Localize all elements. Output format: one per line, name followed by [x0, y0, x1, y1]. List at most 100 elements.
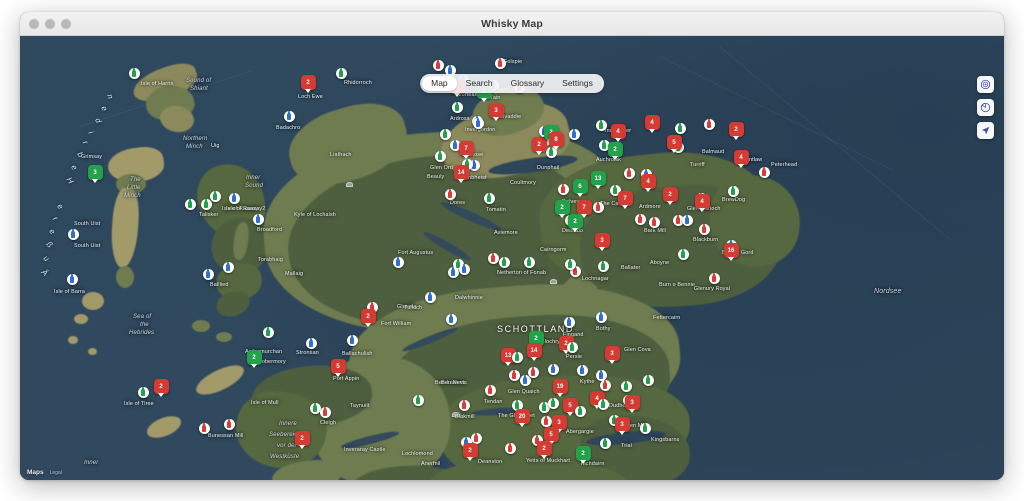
distillery-marker[interactable]: [547, 363, 559, 375]
close-button[interactable]: [29, 18, 39, 29]
distillery-marker[interactable]: [727, 185, 739, 197]
zoom-button[interactable]: [61, 18, 71, 29]
distillery-cluster-marker[interactable]: 2: [300, 75, 316, 93]
distillery-marker[interactable]: [432, 59, 444, 71]
distillery-cluster-marker[interactable]: 2: [153, 379, 169, 397]
distillery-marker[interactable]: [563, 316, 575, 328]
distillery-marker[interactable]: [508, 369, 520, 381]
distillery-cluster-marker[interactable]: 2: [360, 309, 376, 327]
distillery-marker[interactable]: [592, 201, 604, 213]
distillery-marker[interactable]: [599, 379, 611, 391]
distillery-marker[interactable]: [597, 398, 609, 410]
compass-3d-button[interactable]: [977, 99, 994, 116]
distillery-marker[interactable]: [547, 397, 559, 409]
distillery-marker[interactable]: [200, 198, 212, 210]
distillery-marker[interactable]: [461, 158, 473, 170]
view-segmented-control[interactable]: Map Search Glossary Settings: [420, 74, 604, 93]
map-canvas[interactable]: n e d i r b e H e r e ß u Ä Sound of Shia…: [20, 36, 1004, 480]
distillery-cluster-marker[interactable]: 6: [572, 179, 588, 197]
distillery-marker[interactable]: [366, 301, 378, 313]
distillery-cluster-marker[interactable]: 14: [526, 343, 542, 361]
distillery-marker[interactable]: [698, 223, 710, 235]
distillery-marker[interactable]: [758, 166, 770, 178]
distillery-marker[interactable]: [470, 432, 482, 444]
distillery-marker[interactable]: [198, 422, 210, 434]
distillery-cluster-marker[interactable]: 3: [604, 346, 620, 364]
distillery-cluster-marker[interactable]: 2: [662, 187, 678, 205]
window-traffic-lights[interactable]: [29, 18, 71, 29]
distillery-marker[interactable]: [609, 184, 621, 196]
distillery-marker[interactable]: [434, 150, 446, 162]
distillery-marker[interactable]: [451, 101, 463, 113]
distillery-marker[interactable]: [708, 272, 720, 284]
distillery-marker[interactable]: [608, 414, 620, 426]
distillery-marker[interactable]: [484, 384, 496, 396]
distillery-marker[interactable]: [597, 260, 609, 272]
distillery-cluster-marker[interactable]: 3: [551, 415, 567, 433]
distillery-cluster-marker[interactable]: 4: [640, 174, 656, 192]
distillery-marker[interactable]: [252, 213, 264, 225]
distillery-marker[interactable]: [458, 263, 470, 275]
distillery-marker[interactable]: [309, 402, 321, 414]
distillery-cluster-marker[interactable]: 8: [548, 132, 564, 150]
distillery-marker[interactable]: [511, 399, 523, 411]
distillery-marker[interactable]: [642, 374, 654, 386]
distillery-marker[interactable]: [568, 128, 580, 140]
distillery-marker[interactable]: [576, 364, 588, 376]
distillery-marker[interactable]: [128, 67, 140, 79]
distillery-marker[interactable]: [681, 214, 693, 226]
distillery-marker[interactable]: [639, 422, 651, 434]
distillery-cluster-marker[interactable]: 16: [723, 243, 739, 261]
tab-map[interactable]: Map: [422, 76, 457, 91]
distillery-marker[interactable]: [460, 436, 472, 448]
distillery-cluster-marker[interactable]: 5: [562, 398, 578, 416]
distillery-cluster-marker[interactable]: 3: [87, 165, 103, 183]
distillery-marker[interactable]: [319, 406, 331, 418]
distillery-marker[interactable]: [595, 311, 607, 323]
distillery-cluster-marker[interactable]: 4: [733, 150, 749, 168]
distillery-cluster-marker[interactable]: 3: [614, 417, 630, 435]
distillery-marker[interactable]: [444, 64, 456, 76]
distillery-cluster-marker[interactable]: 4: [644, 115, 660, 133]
distillery-marker[interactable]: [262, 326, 274, 338]
distillery-marker[interactable]: [674, 122, 686, 134]
distillery-marker[interactable]: [447, 266, 459, 278]
distillery-cluster-marker[interactable]: 2: [607, 142, 623, 160]
distillery-marker[interactable]: [540, 415, 552, 427]
distillery-marker[interactable]: [557, 183, 569, 195]
distillery-cluster-marker[interactable]: 13: [590, 171, 606, 189]
distillery-marker[interactable]: [623, 167, 635, 179]
distillery-marker[interactable]: [527, 366, 539, 378]
distillery-marker[interactable]: [412, 394, 424, 406]
distillery-marker[interactable]: [335, 67, 347, 79]
distillery-marker[interactable]: [223, 418, 235, 430]
distillery-marker[interactable]: [445, 313, 457, 325]
distillery-marker[interactable]: [472, 117, 484, 129]
distillery-marker[interactable]: [545, 146, 557, 158]
distillery-marker[interactable]: [677, 248, 689, 260]
distillery-marker[interactable]: [523, 256, 535, 268]
distillery-marker[interactable]: [487, 252, 499, 264]
distillery-marker[interactable]: [703, 118, 715, 130]
distillery-marker[interactable]: [346, 334, 358, 346]
distillery-marker[interactable]: [599, 437, 611, 449]
distillery-marker[interactable]: [574, 405, 586, 417]
distillery-marker[interactable]: [468, 159, 480, 171]
distillery-cluster-marker[interactable]: 3: [624, 395, 640, 413]
distillery-marker[interactable]: [66, 273, 78, 285]
distillery-marker[interactable]: [444, 188, 456, 200]
distillery-marker[interactable]: [283, 110, 295, 122]
distillery-cluster-marker[interactable]: 14: [453, 165, 469, 183]
distillery-marker[interactable]: [184, 198, 196, 210]
distillery-marker[interactable]: [449, 139, 461, 151]
distillery-marker[interactable]: [504, 442, 516, 454]
distillery-cluster-marker[interactable]: 7: [617, 191, 633, 209]
tab-search[interactable]: Search: [457, 76, 502, 91]
distillery-marker[interactable]: [672, 214, 684, 226]
legal-link[interactable]: Legal: [49, 469, 62, 476]
distillery-marker[interactable]: [452, 258, 464, 270]
distillery-marker[interactable]: [595, 369, 607, 381]
distillery-cluster-marker[interactable]: 2: [294, 431, 310, 449]
distillery-marker[interactable]: [620, 380, 632, 392]
distillery-marker[interactable]: [209, 190, 221, 202]
